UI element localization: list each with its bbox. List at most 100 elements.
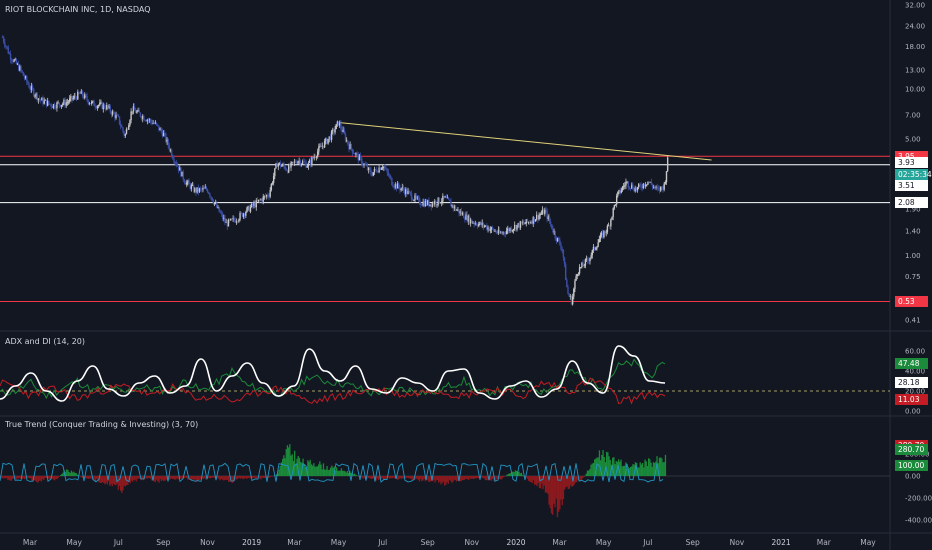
candle-body — [205, 187, 208, 190]
candle-body — [45, 99, 48, 106]
candle-body — [191, 184, 194, 186]
truetrend-bar — [370, 476, 373, 480]
candle-body — [46, 100, 49, 106]
x-axis-tick-label: May — [66, 538, 82, 547]
price-y-tick-label: 5.00 — [905, 136, 921, 144]
candle-body — [63, 100, 65, 104]
candle-body — [313, 156, 315, 159]
candle-body — [192, 184, 195, 192]
truetrend-bar — [40, 476, 43, 482]
truetrend-bar — [452, 476, 454, 482]
truetrend-bar — [208, 476, 211, 479]
truetrend-bar — [447, 476, 449, 484]
x-axis-tick-label: Mar — [23, 538, 38, 547]
truetrend-bar — [136, 476, 139, 479]
price-y-tick-label: 24.00 — [905, 22, 925, 30]
truetrend-bar — [361, 476, 363, 478]
truetrend-bar — [69, 472, 71, 476]
truetrend-bar — [409, 476, 411, 479]
adx-value-badge: 11.03 — [895, 394, 928, 406]
truetrend-bar — [500, 476, 502, 480]
candle-body — [395, 183, 398, 189]
candle-body — [574, 280, 576, 289]
candle-body — [435, 201, 437, 205]
candle-body — [413, 199, 415, 201]
truetrend-bar — [421, 476, 423, 482]
candle-body — [68, 98, 71, 102]
candle-body — [416, 197, 419, 199]
truetrend-bar — [486, 476, 488, 481]
candle-body — [327, 139, 329, 144]
truetrend-bar — [567, 476, 569, 489]
x-axis-tick-label: 2021 — [772, 538, 791, 547]
truetrend-bar — [121, 476, 123, 494]
candle-body — [197, 187, 200, 192]
truetrend-bar — [499, 476, 501, 479]
truetrend-bar — [339, 470, 341, 476]
truetrend-bar — [266, 476, 268, 478]
truetrend-bar — [231, 476, 233, 483]
candle-body — [320, 145, 322, 147]
candle-body — [383, 166, 385, 168]
truetrend-bar — [568, 476, 571, 489]
candle-body — [560, 244, 562, 250]
level-badge: 3.95 — [895, 150, 928, 162]
candle-body — [29, 87, 31, 90]
candle-body — [297, 161, 299, 164]
truetrend-bar — [398, 476, 400, 480]
level-badge: 0.53 — [895, 295, 928, 307]
candle-body — [536, 214, 538, 220]
truetrend-bar — [435, 476, 437, 481]
truetrend-bar — [445, 476, 447, 485]
candle-body — [275, 163, 277, 169]
candle-body — [626, 181, 628, 183]
candle-body — [116, 114, 118, 116]
truetrend-signal-line — [0, 462, 664, 483]
candle-body — [348, 144, 350, 150]
truetrend-bar — [141, 476, 143, 479]
candle-body — [215, 203, 217, 204]
truetrend-bar — [331, 465, 333, 476]
truetrend-bar — [633, 464, 635, 476]
truetrend-bar — [369, 476, 371, 479]
truetrend-bar — [555, 476, 557, 499]
x-axis-tick-label: 2019 — [242, 538, 261, 547]
candle-body — [429, 204, 431, 206]
truetrend-bar — [31, 476, 33, 481]
truetrend-bar — [488, 476, 490, 479]
candle-body — [235, 221, 238, 223]
candle-body — [167, 139, 169, 146]
candle-body — [73, 95, 76, 98]
candle-body — [561, 249, 563, 250]
truetrend-bar — [67, 469, 69, 476]
truetrend-bar — [120, 476, 122, 491]
truetrend-bar — [608, 456, 610, 476]
candle-body — [42, 97, 44, 104]
truetrend-bar — [344, 471, 346, 476]
candle-body — [442, 195, 444, 202]
truetrend-bar — [342, 470, 344, 476]
candle-body — [223, 217, 225, 219]
candle-body — [101, 102, 103, 110]
price-y-tick-label: 18.00 — [905, 43, 925, 51]
candle-body — [527, 222, 530, 223]
truetrend-bar — [320, 464, 322, 476]
candle-body — [615, 195, 618, 205]
candle-body — [71, 96, 73, 100]
truetrend-bar — [566, 476, 568, 487]
x-axis-tick-label: May — [596, 538, 612, 547]
truetrend-bar — [164, 476, 166, 481]
candle-body — [65, 102, 67, 106]
truetrend-bar — [190, 476, 193, 482]
candle-body — [365, 165, 368, 166]
candle-body — [653, 186, 655, 188]
candle-body — [551, 224, 553, 229]
truetrend-bar — [622, 465, 625, 476]
truetrend-bar — [663, 462, 665, 476]
truetrend-bar — [321, 469, 323, 476]
candle-body — [151, 121, 153, 124]
truetrend-bar — [494, 476, 496, 481]
truetrend-bar — [554, 476, 556, 508]
candle-body — [202, 188, 204, 190]
candle-body — [253, 203, 255, 206]
